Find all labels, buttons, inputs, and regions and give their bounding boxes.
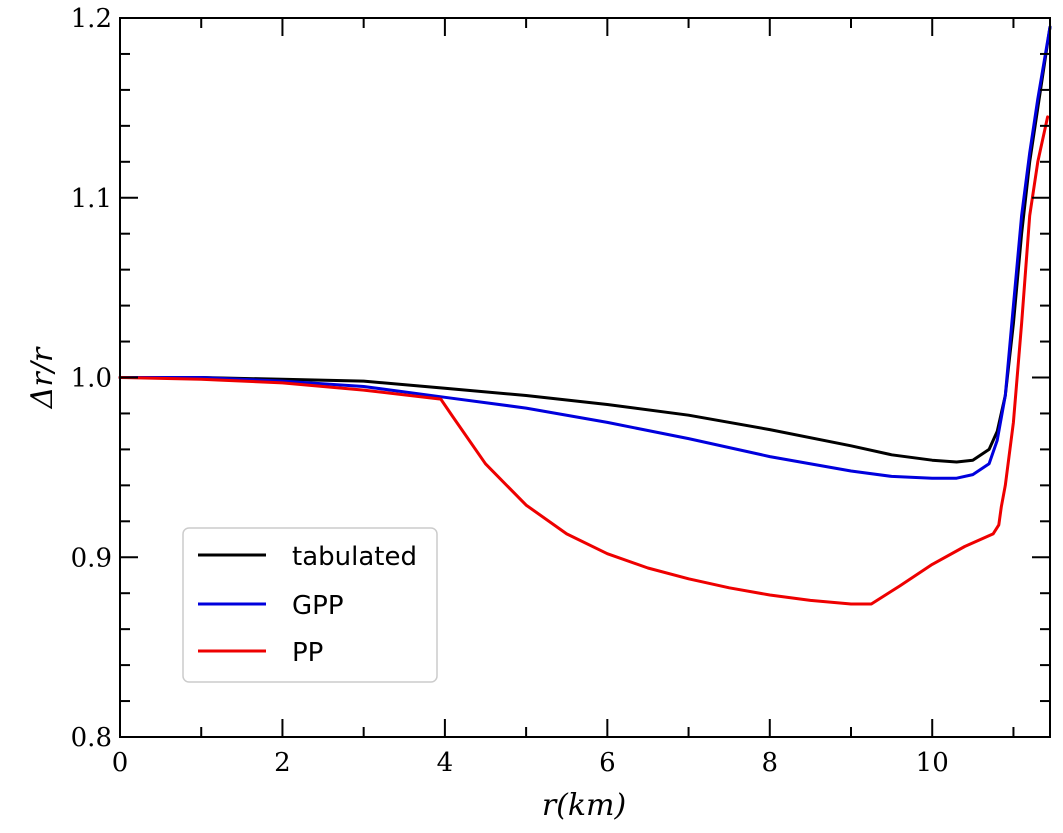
x-tick-label: 0 <box>112 748 129 778</box>
x-tick-label: 4 <box>437 748 454 778</box>
legend-box <box>182 527 438 683</box>
plot-frame <box>119 17 1051 738</box>
y-tick-label: 0.9 <box>71 543 112 573</box>
y-tick-label: 0.8 <box>71 723 112 753</box>
legend-label-tabulated: tabulated <box>292 542 417 572</box>
series-line-pp <box>118 115 1050 606</box>
legend-label-gpp: GPP <box>292 591 344 621</box>
x-tick-label: 2 <box>274 748 291 778</box>
x-tick-label: 6 <box>599 748 616 778</box>
tick-layer <box>119 17 1050 738</box>
series-line-gpp <box>118 25 1052 480</box>
legend-label-pp: PP <box>292 638 323 668</box>
y-tick-label: 1.0 <box>71 364 112 394</box>
x-tick-label: 10 <box>916 748 949 778</box>
y-tick-label: 1.1 <box>71 184 112 214</box>
series-line-tabulated <box>118 25 1052 464</box>
series-layer <box>118 25 1052 606</box>
legend: tabulated GPP PP <box>182 527 438 683</box>
y-tick-label: 1.2 <box>71 4 112 34</box>
label-layer: 0 2 4 6 8 10 0.8 0.9 1.0 1.1 1.2 <box>71 4 949 778</box>
x-axis-title: r(km) <box>542 788 626 823</box>
x-tick-label: 8 <box>762 748 779 778</box>
y-axis-title: Δr/r <box>25 346 60 409</box>
